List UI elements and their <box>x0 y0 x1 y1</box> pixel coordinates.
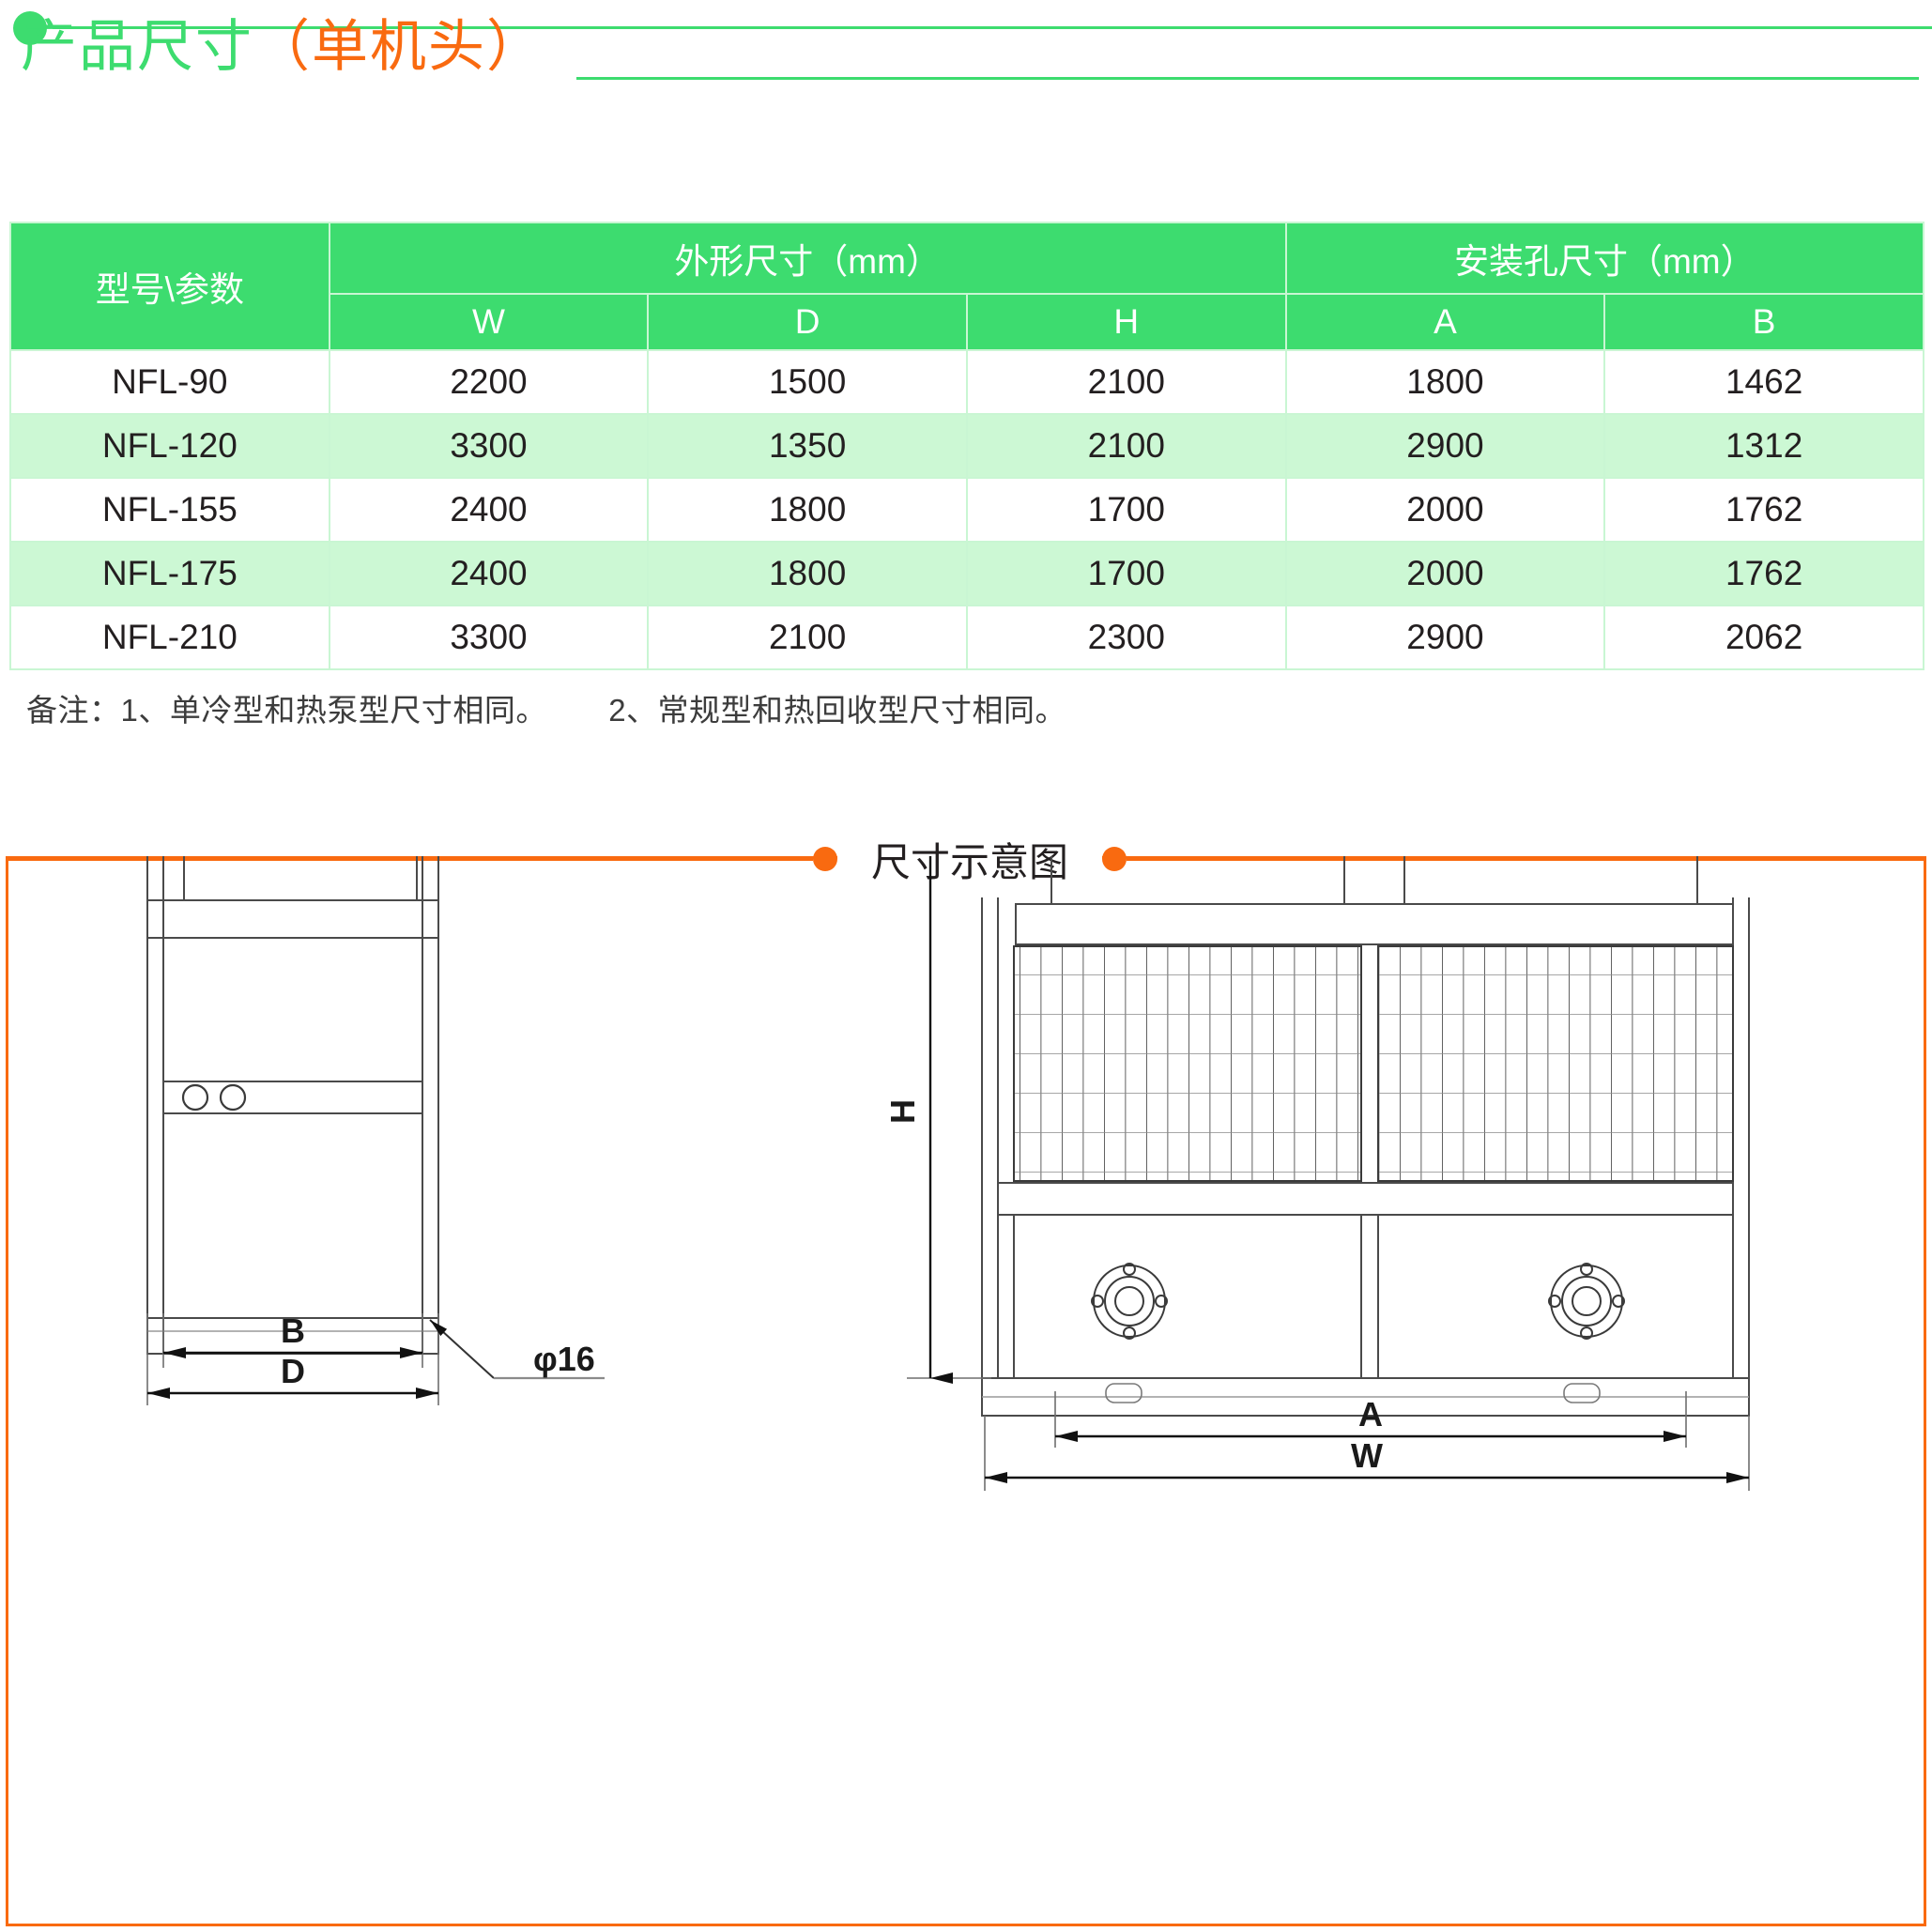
side-view-hole-callout: φ16 <box>429 1319 605 1380</box>
cell-model: NFL-155 <box>9 477 330 543</box>
side-view-ports <box>181 1083 247 1112</box>
title-underline <box>576 77 1919 80</box>
header-col-a: A <box>1284 293 1606 351</box>
cell-d: 1800 <box>647 541 968 606</box>
front-view-flange-right <box>1548 1263 1625 1340</box>
cell-w: 2400 <box>328 541 650 606</box>
front-view-flange-left <box>1091 1263 1168 1340</box>
side-view-drawing <box>146 856 439 1355</box>
cell-h: 2300 <box>965 605 1287 670</box>
header-col-d: D <box>647 293 968 351</box>
cell-d: 1500 <box>647 349 968 415</box>
heading-dot-left <box>813 847 837 871</box>
dim-label-w: W <box>1351 1436 1383 1475</box>
heading-dot-right <box>1102 847 1127 871</box>
heading-rule-left <box>6 857 813 861</box>
cell-h: 1700 <box>965 541 1287 606</box>
front-view-dim-h: H <box>883 856 991 1384</box>
table-row: NFL-210 3300 2100 2300 2900 2062 <box>9 605 1924 670</box>
diagram-section-title: 尺寸示意图 <box>837 830 1103 888</box>
cell-a: 2000 <box>1284 477 1606 543</box>
cell-b: 1762 <box>1603 541 1924 606</box>
spec-table-zone: 型号\参数 外形尺寸（mm） 安装孔尺寸（mm） W D H A B NFL-9… <box>9 222 1925 730</box>
cell-d: 2100 <box>647 605 968 670</box>
table-sub-header-row: W D H A B <box>10 293 1924 351</box>
dim-label-d: D <box>281 1352 305 1390</box>
cell-model: NFL-175 <box>9 541 330 606</box>
page-title: 产品尺寸 （单机头） <box>21 19 544 75</box>
header-model-param: 型号\参数 <box>9 222 330 351</box>
dimensions-table: 型号\参数 外形尺寸（mm） 安装孔尺寸（mm） W D H A B NFL-9… <box>9 222 1925 670</box>
header-col-b: B <box>1603 293 1924 351</box>
dim-label-h: H <box>883 1099 922 1124</box>
cell-w: 2400 <box>328 477 650 543</box>
cell-model: NFL-90 <box>9 349 330 415</box>
header-col-h: H <box>965 293 1287 351</box>
cell-a: 2900 <box>1284 605 1606 670</box>
table-head: 型号\参数 外形尺寸（mm） 安装孔尺寸（mm） W D H A B <box>9 222 1925 351</box>
cell-model: NFL-210 <box>9 605 330 670</box>
table-row: NFL-155 2400 1800 1700 2000 1762 <box>9 477 1924 543</box>
front-view-lower-body <box>981 1182 1750 1417</box>
page-title-primary: 产品尺寸 <box>21 15 253 78</box>
cell-a: 2900 <box>1284 413 1606 479</box>
cell-h: 1700 <box>965 477 1287 543</box>
cell-b: 1462 <box>1603 349 1924 415</box>
cell-b: 1762 <box>1603 477 1924 543</box>
heading-rule-right <box>1127 857 1926 861</box>
side-view-dim-b: B <box>162 1311 423 1368</box>
footnote-part-1: 备注：1、单冷型和热泵型尺寸相同。 <box>26 693 547 728</box>
diagram-section-heading: 尺寸示意图 <box>0 830 1932 888</box>
cell-h: 2100 <box>965 413 1287 479</box>
dim-label-a: A <box>1358 1395 1383 1434</box>
cell-d: 1350 <box>647 413 968 479</box>
dimension-drawings: B D φ16 <box>6 856 1926 1926</box>
cell-b: 2062 <box>1603 605 1924 670</box>
front-view-dim-a: A <box>1054 1391 1687 1448</box>
cell-a: 2000 <box>1284 541 1606 606</box>
header-col-w: W <box>328 293 650 351</box>
table-footnote: 备注：1、单冷型和热泵型尺寸相同。 2、常规型和热回收型尺寸相同。 <box>9 685 1924 730</box>
page-title-secondary: （单机头） <box>253 15 544 78</box>
cell-w: 2200 <box>328 349 650 415</box>
table-row: NFL-90 2200 1500 2100 1800 1462 <box>9 349 1924 415</box>
front-view-condenser-grilles <box>1013 945 1734 1182</box>
cell-b: 1312 <box>1603 413 1924 479</box>
front-view-dim-w: W <box>984 1416 1750 1491</box>
page-header: 产品尺寸 （单机头） <box>0 0 1932 115</box>
header-outer-dimensions: 外形尺寸（mm） <box>328 222 1287 295</box>
table-row: NFL-175 2400 1800 1700 2000 1762 <box>9 541 1924 606</box>
footnote-part-2: 2、常规型和热回收型尺寸相同。 <box>608 693 1067 728</box>
header-divider-line <box>53 26 1932 29</box>
table-body: NFL-90 2200 1500 2100 1800 1462 NFL-120 … <box>9 349 1924 670</box>
cell-w: 3300 <box>328 605 650 670</box>
header-bullet-dot <box>13 11 47 45</box>
cell-h: 2100 <box>965 349 1287 415</box>
table-group-header-row: 型号\参数 外形尺寸（mm） 安装孔尺寸（mm） <box>9 222 1925 351</box>
dim-label-phi16: φ16 <box>533 1340 595 1378</box>
cell-d: 1800 <box>647 477 968 543</box>
dim-label-b: B <box>281 1311 305 1350</box>
cell-w: 3300 <box>328 413 650 479</box>
cell-a: 1800 <box>1284 349 1606 415</box>
side-view-dim-d: D <box>146 1313 439 1405</box>
header-mounting-hole-dimensions: 安装孔尺寸（mm） <box>1284 222 1925 295</box>
cell-model: NFL-120 <box>9 413 330 479</box>
table-row: NFL-120 3300 1350 2100 2900 1312 <box>9 413 1924 479</box>
